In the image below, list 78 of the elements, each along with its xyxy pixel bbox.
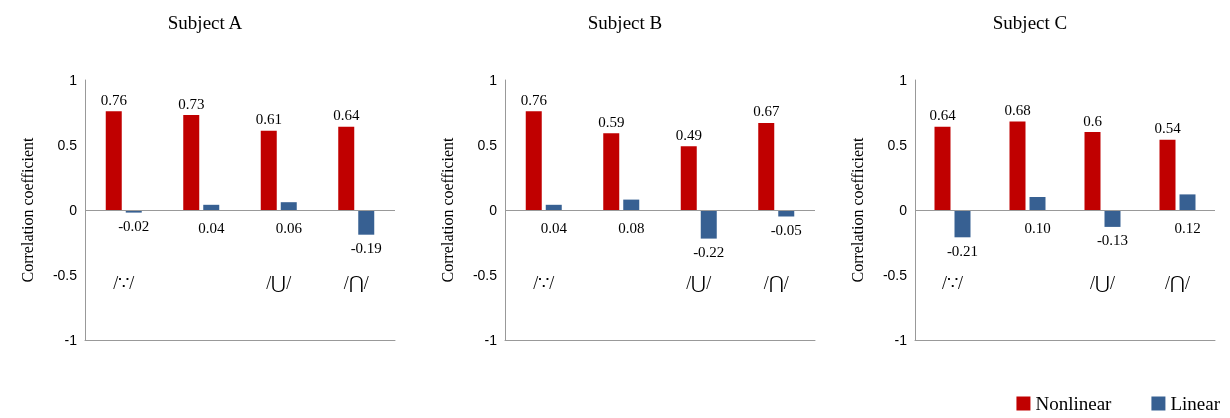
bar — [934, 126, 951, 210]
data-label: 0.76 — [520, 91, 548, 108]
bar — [1029, 197, 1046, 210]
data-label: 0.6 — [1083, 112, 1103, 129]
bar — [525, 111, 542, 210]
bar — [700, 210, 717, 239]
y-tick-label: 1 — [489, 72, 498, 88]
bar — [1009, 121, 1026, 210]
data-label: 0.49 — [675, 126, 702, 143]
bar — [260, 130, 277, 210]
data-label: 0.61 — [255, 111, 282, 128]
bar — [758, 122, 775, 210]
data-label: -0.05 — [770, 222, 802, 238]
bar — [280, 202, 297, 210]
chart-title: Subject A — [167, 12, 243, 33]
legend-label: Linear — [1170, 393, 1221, 414]
y-tick-label: -1 — [484, 332, 498, 348]
x-tick-label: /⋃/ — [266, 273, 292, 293]
data-label: 0.12 — [1174, 219, 1201, 236]
bar — [623, 199, 640, 210]
data-label: -0.22 — [693, 244, 725, 261]
bar — [1104, 210, 1121, 227]
data-label: -0.02 — [118, 218, 150, 235]
x-tick-label: /⋃/ — [686, 273, 712, 293]
data-label: 0.76 — [100, 91, 128, 108]
y-tick-label: -0.5 — [882, 267, 908, 283]
y-tick-label: 0 — [69, 202, 78, 218]
y-tick-label: 0.5 — [477, 137, 498, 153]
data-label: -0.19 — [350, 240, 382, 257]
data-label: -0.13 — [1096, 232, 1129, 249]
y-tick-label: -1 — [64, 332, 78, 348]
y-tick-label: -0.5 — [52, 267, 78, 283]
x-tick-label: /∵/ — [941, 273, 964, 293]
chart-title: Subject C — [992, 12, 1068, 33]
chart-title: Subject B — [587, 12, 663, 33]
bar — [105, 111, 122, 210]
bar — [680, 146, 697, 210]
data-label: 0.04 — [540, 219, 568, 236]
x-tick-label: /⋂/ — [343, 273, 369, 293]
bar — [954, 210, 971, 238]
bar — [545, 204, 562, 210]
data-label: 0.06 — [275, 219, 303, 236]
y-tick-label: 1 — [899, 72, 908, 88]
y-tick-label: 0 — [489, 202, 498, 218]
bar — [203, 204, 220, 210]
data-label: 0.59 — [598, 113, 625, 130]
legend-label: Nonlinear — [1035, 393, 1113, 414]
data-label: 0.64 — [333, 107, 360, 124]
x-tick-label: /⋂/ — [1164, 273, 1191, 293]
x-tick-label: /∵/ — [113, 273, 135, 293]
data-label: -0.21 — [946, 242, 979, 259]
bar — [358, 210, 375, 235]
y-tick-label: 0.5 — [887, 137, 908, 153]
bar — [1084, 132, 1101, 210]
data-label: 0.10 — [1024, 219, 1051, 236]
data-label: 0.04 — [198, 219, 225, 236]
y-axis-title: Correlation coefficient — [848, 136, 866, 283]
x-tick-label: /∵/ — [533, 273, 555, 293]
y-tick-label: 1 — [69, 72, 78, 88]
bar — [1179, 194, 1196, 210]
data-label: 0.08 — [618, 219, 645, 236]
bar — [603, 133, 620, 210]
y-axis-title: Correlation coefficient — [438, 136, 456, 283]
data-label: 0.67 — [753, 103, 780, 120]
data-label: 0.64 — [929, 107, 957, 124]
data-label: 0.54 — [1154, 120, 1182, 137]
data-label: 0.73 — [178, 95, 205, 112]
y-tick-label: 0 — [899, 202, 908, 218]
bar — [338, 126, 355, 210]
bar — [183, 115, 200, 210]
y-tick-label: -0.5 — [472, 267, 498, 283]
y-tick-label: -1 — [894, 332, 908, 348]
x-tick-label: /⋂/ — [763, 273, 789, 293]
y-tick-label: 0.5 — [57, 137, 78, 153]
data-label: 0.68 — [1004, 102, 1031, 119]
y-axis-title: Correlation coefficient — [18, 136, 36, 283]
bar — [1159, 139, 1176, 210]
x-tick-label: /⋃/ — [1089, 273, 1116, 293]
